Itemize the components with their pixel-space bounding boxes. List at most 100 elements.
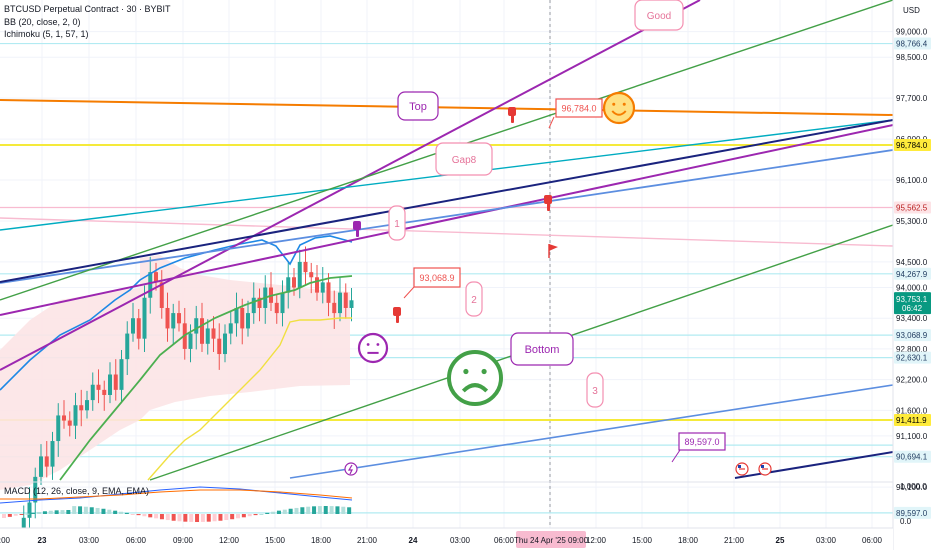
orange-trend-line xyxy=(0,99,894,116)
macd-histogram-bar xyxy=(165,514,170,521)
diagonal-trend-line xyxy=(0,0,701,371)
price-tick-label: 99,000.0 xyxy=(896,28,928,37)
macd-histogram-bar xyxy=(195,514,200,522)
diagonal-trend-line xyxy=(0,149,894,284)
candle-body xyxy=(113,374,118,390)
candle-body xyxy=(85,400,89,411)
price-tick-label: 91,600.0 xyxy=(896,406,928,415)
macd-histogram-bar xyxy=(183,514,188,522)
macd-histogram-bar xyxy=(7,514,12,517)
diagonal-trend-line xyxy=(0,124,894,316)
candle-body xyxy=(205,328,210,344)
macd-histogram-bar xyxy=(224,514,229,521)
candle-body xyxy=(119,359,124,390)
price-tick-label: 96,100.0 xyxy=(896,176,928,185)
macd-histogram-bar xyxy=(119,511,123,514)
price-note-pointer xyxy=(671,449,681,463)
price-note-96784-box[interactable] xyxy=(555,98,603,118)
price-badge[interactable] xyxy=(894,506,931,519)
macd-histogram-bar xyxy=(259,513,264,515)
ichimoku-lagging-line xyxy=(147,317,352,481)
candle-body xyxy=(217,338,222,355)
candle-body xyxy=(108,374,112,395)
pointer-hand-icon-finger xyxy=(396,315,399,323)
crosshair-time-badge[interactable] xyxy=(516,531,586,548)
macd-histogram-bar xyxy=(329,506,334,514)
wave-1-label-shape[interactable] xyxy=(388,205,406,241)
macd-histogram-bar xyxy=(66,510,71,514)
candle-body xyxy=(171,313,176,329)
time-tick-label: 09:00 xyxy=(173,536,194,545)
price-badge[interactable] xyxy=(894,201,931,214)
current-price-badge[interactable] xyxy=(894,292,931,315)
symbol-title[interactable]: BTCUSD Perpetual Contract · 30 · BYBIT xyxy=(4,4,171,14)
price-badge[interactable] xyxy=(894,413,931,426)
bottom-callout-shape[interactable] xyxy=(510,332,574,366)
macd-indicator-label[interactable]: MACD (12, 26, close, 9, EMA, EMA) xyxy=(4,486,150,496)
pointer-hand-icon[interactable] xyxy=(508,107,516,116)
us-flag-event-icon-canton xyxy=(761,465,764,468)
macd-tick-label: 1,000.0 xyxy=(900,482,927,491)
price-badge[interactable] xyxy=(894,450,931,463)
candle-body xyxy=(194,318,199,334)
price-badge[interactable] xyxy=(894,329,931,342)
macd-signal-line xyxy=(0,489,353,500)
crosshair-time-label: Thu 24 Apr '25 09:00 xyxy=(514,536,589,545)
candle-body xyxy=(67,420,72,426)
happy-face-icon-eye xyxy=(622,102,626,106)
price-badge[interactable] xyxy=(894,37,931,50)
pointer-hand-icon[interactable] xyxy=(544,195,552,204)
price-note-pointer xyxy=(403,286,415,299)
candle-body xyxy=(274,302,279,314)
candle-body xyxy=(33,476,38,503)
macd-histogram-bar xyxy=(171,514,176,521)
wave-2-label-shape[interactable] xyxy=(465,281,483,317)
time-tick-label: 18:00 xyxy=(311,536,332,545)
lightning-icon-glyph xyxy=(347,464,353,475)
price-badge[interactable] xyxy=(894,351,931,364)
time-tick-label: 15:00 xyxy=(632,536,653,545)
bollinger-basis xyxy=(59,275,353,481)
macd-histogram-bar xyxy=(19,514,24,515)
macd-histogram-bar xyxy=(54,510,59,514)
sad-face-icon-mouth xyxy=(461,383,489,393)
pointer-hand-icon[interactable] xyxy=(393,307,401,316)
price-note-96784: 96,784.0 xyxy=(561,104,596,114)
macd-histogram-bar xyxy=(159,514,164,520)
gap8-callout-shape[interactable] xyxy=(435,142,493,176)
price-tick-label: 94,500.0 xyxy=(896,258,928,267)
macd-histogram-bar xyxy=(271,511,276,514)
pointer-hand-icon[interactable] xyxy=(353,221,361,230)
macd-histogram-bar xyxy=(101,508,106,514)
price-badge[interactable] xyxy=(894,267,931,280)
candle-body xyxy=(292,277,296,288)
candle-body xyxy=(142,297,147,339)
candle-body xyxy=(96,384,101,390)
macd-histogram-bar xyxy=(189,514,194,522)
ichimoku-cloud xyxy=(140,255,350,420)
macd-histogram-bar xyxy=(323,506,328,514)
time-tick-label: 18:00 xyxy=(678,536,699,545)
macd-histogram-bar xyxy=(148,514,153,518)
price-note-89597-box[interactable] xyxy=(678,432,726,451)
price-tick-label: 98,500.0 xyxy=(896,53,928,62)
price-badge-label: 89,597.0 xyxy=(896,509,928,518)
macd-histogram-bar xyxy=(265,512,270,514)
price-tick-label: 95,300.0 xyxy=(896,217,928,226)
price-badge[interactable] xyxy=(894,139,931,152)
macd-histogram-bar xyxy=(306,506,311,514)
us-flag-event-icon-canton xyxy=(738,465,741,468)
time-tick-label: 21:00 xyxy=(357,536,378,545)
wave-3-label-shape[interactable] xyxy=(586,372,604,408)
candle-body xyxy=(73,405,78,426)
lightning-icon[interactable] xyxy=(344,462,358,476)
price-badge-label: 96,784.0 xyxy=(896,141,928,150)
good-callout-shape[interactable] xyxy=(634,0,684,31)
price-tick-label: 92,200.0 xyxy=(896,376,928,385)
candle-body xyxy=(56,415,61,442)
ichimoku-indicator-label[interactable]: Ichimoku (5, 1, 57, 1) xyxy=(4,29,89,39)
top-callout-shape[interactable] xyxy=(397,91,439,121)
price-note-93068-box[interactable] xyxy=(413,267,461,288)
bb-indicator-label[interactable]: BB (20, close, 2, 0) xyxy=(4,17,81,27)
